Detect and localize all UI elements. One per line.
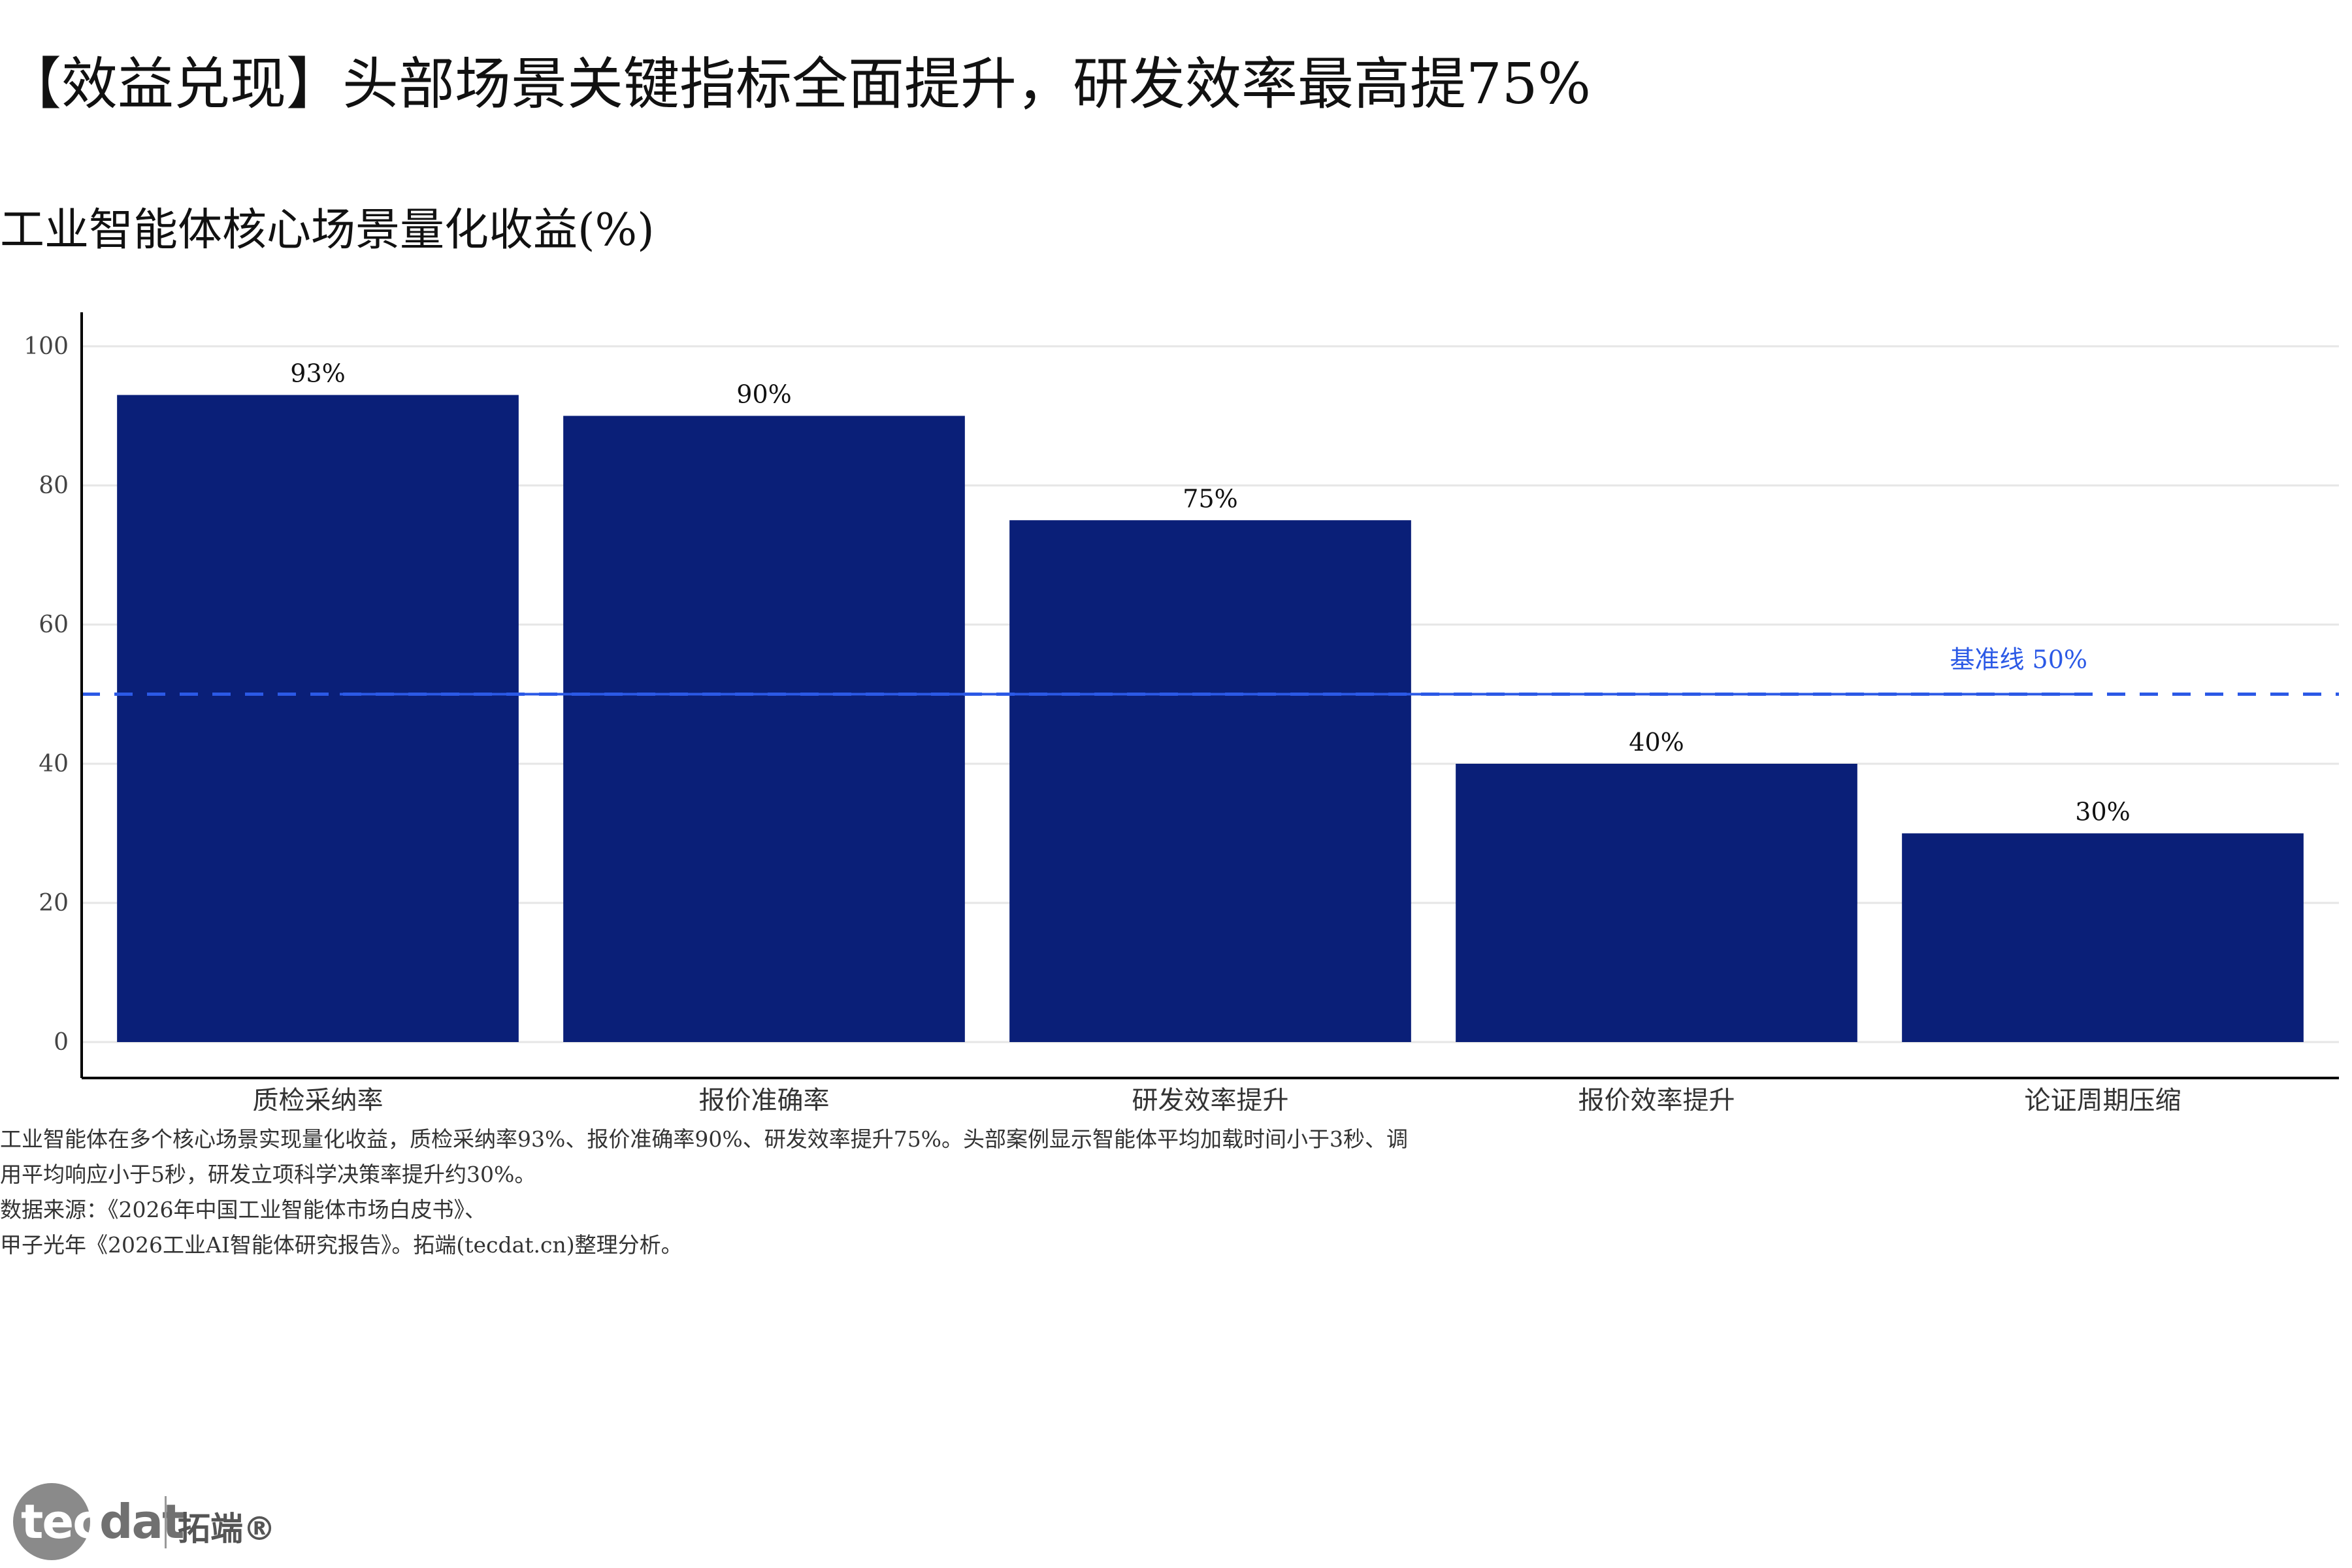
bar [117, 395, 519, 1042]
bars [117, 395, 2304, 1042]
footnote-line: 用平均响应小于5秒，研发立项科学决策率提升约30%。 [0, 1162, 536, 1187]
bar [1009, 520, 1411, 1042]
bar-value-label: 93% [290, 359, 345, 388]
data-labels: 93% 90% 75% 40% 30% [290, 359, 2130, 826]
reference-line-label: 基准线 50% [1950, 645, 2087, 674]
page-headline: 【效益兑现】头部场景关键指标全面提升，研发效率最高提75% [5, 52, 1592, 117]
x-tick-label: 论证周期压缩 [2025, 1086, 2181, 1111]
logo-circle [13, 1483, 90, 1560]
bar-value-label: 90% [736, 380, 791, 409]
chart-footnote: 工业智能体在多个核心场景实现量化收益，质检采纳率93%、报价准确率90%、研发效… [0, 1122, 1408, 1263]
tecdat-logo: tecdat 拓端® [13, 1483, 276, 1560]
x-tick-label: 质检采纳率 [253, 1086, 384, 1111]
logo-divider [165, 1496, 167, 1548]
axes [80, 312, 2339, 1079]
y-tick-label: 20 [39, 890, 69, 917]
bar [1456, 764, 1857, 1042]
footnote-line: 数据来源：《2026年中国工业智能体市场白皮书》、 [0, 1197, 486, 1222]
y-tick-label: 60 [39, 612, 69, 638]
tick-labels: 0 20 40 60 80 100 质检采纳率 报价准确率 研发效率提升 报价效率提升 论证周期压缩 [24, 333, 2181, 1111]
chart-title: 工业智能体核心场景量化收益(%) [0, 204, 655, 256]
x-tick-label: 研发效率提升 [1132, 1086, 1289, 1111]
y-tick-label: 40 [39, 751, 69, 777]
bar-value-label: 40% [1629, 728, 1684, 757]
y-tick-label: 80 [39, 472, 69, 499]
bar-chart: 基准线 50% 93% 90% 75% 40% 30% 0 20 40 60 80 100 质检采纳… [24, 312, 2339, 1111]
bar [563, 416, 965, 1042]
bar [1902, 833, 2304, 1042]
reference-line-group: 基准线 50% [82, 645, 2339, 696]
bar-value-label: 30% [2075, 798, 2130, 826]
x-tick-label: 报价效率提升 [1578, 1086, 1735, 1111]
y-tick-label: 0 [54, 1029, 69, 1056]
footnote-line: 工业智能体在多个核心场景实现量化收益，质检采纳率93%、报价准确率90%、研发效… [0, 1126, 1409, 1152]
logo-wordmark: tecdat [21, 1483, 185, 1560]
logo-word-b: dat [99, 1494, 185, 1549]
y-tick-label: 100 [24, 333, 69, 360]
x-tick-label: 报价准确率 [699, 1086, 830, 1111]
logo-word-a: tec [21, 1494, 101, 1549]
bar-value-label: 75% [1183, 484, 1237, 513]
footnote-line: 甲子光年《2026工业AI智能体研究报告》。拓端(tecdat.cn)整理分析。 [0, 1232, 683, 1258]
logo-chinese-name: 拓端® [178, 1510, 276, 1548]
